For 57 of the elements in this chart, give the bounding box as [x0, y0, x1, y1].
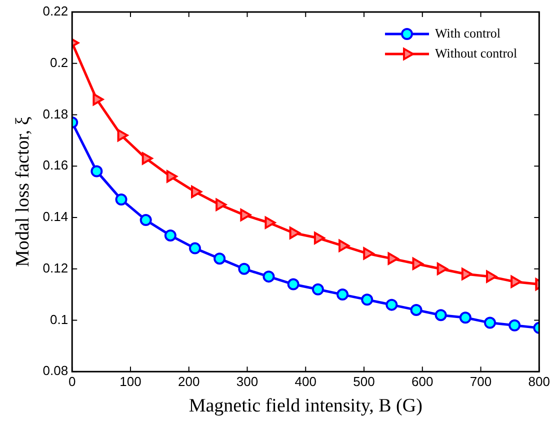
legend-label: Without control: [434, 45, 518, 60]
point: [216, 198, 227, 211]
x-tick-label: 700: [470, 374, 492, 389]
y-tick-label: 0.12: [42, 260, 68, 276]
x-tick-label: 100: [120, 374, 142, 389]
y-tick-label: 0.18: [42, 106, 68, 122]
point: [240, 208, 252, 222]
point: [388, 252, 399, 265]
y-tick-label: 0.2: [50, 54, 68, 70]
point: [117, 129, 128, 142]
point: [190, 186, 202, 198]
point: [312, 283, 324, 296]
point: [336, 288, 349, 301]
point: [262, 270, 275, 283]
point: [484, 316, 496, 329]
point: [436, 262, 448, 276]
point: [164, 229, 176, 242]
point: [434, 309, 447, 322]
point: [214, 252, 226, 265]
point: [386, 298, 398, 311]
y-tick-label: 0.1: [50, 312, 68, 327]
point: [361, 294, 374, 306]
point: [461, 268, 472, 280]
point: [459, 312, 472, 324]
x-tick-label: 400: [294, 374, 316, 389]
x-tick-label: 500: [353, 374, 375, 389]
point: [486, 270, 497, 283]
point: [510, 276, 522, 288]
point: [363, 247, 374, 260]
point: [338, 240, 350, 252]
x-axis-title: Magnetic field intensity, B (G): [188, 396, 422, 417]
y-axis-title: Modal loss factor, ξ: [12, 116, 34, 267]
point: [264, 216, 276, 229]
x-tick-label: 200: [178, 374, 200, 389]
point: [115, 194, 128, 206]
point: [289, 226, 300, 240]
point: [238, 262, 250, 275]
point: [287, 278, 300, 290]
x-tick-label: 0: [68, 374, 76, 389]
x-tick-label: 600: [412, 374, 434, 389]
point: [90, 165, 103, 178]
point: [412, 258, 424, 270]
point: [140, 214, 152, 226]
point: [166, 170, 178, 183]
x-tick-label: 300: [236, 374, 258, 389]
point: [508, 319, 521, 332]
y-tick-label: 0.22: [42, 4, 68, 19]
x-tick-label: 800: [528, 374, 550, 389]
point: [92, 93, 104, 106]
point: [142, 152, 153, 165]
point: [410, 304, 422, 316]
point: [314, 232, 325, 244]
point: [188, 242, 201, 254]
y-tick-label: 0.16: [42, 158, 68, 173]
y-tick-label: 0.14: [42, 209, 68, 224]
legend-label: With control: [434, 25, 501, 40]
y-tick-label: 0.08: [42, 363, 68, 378]
